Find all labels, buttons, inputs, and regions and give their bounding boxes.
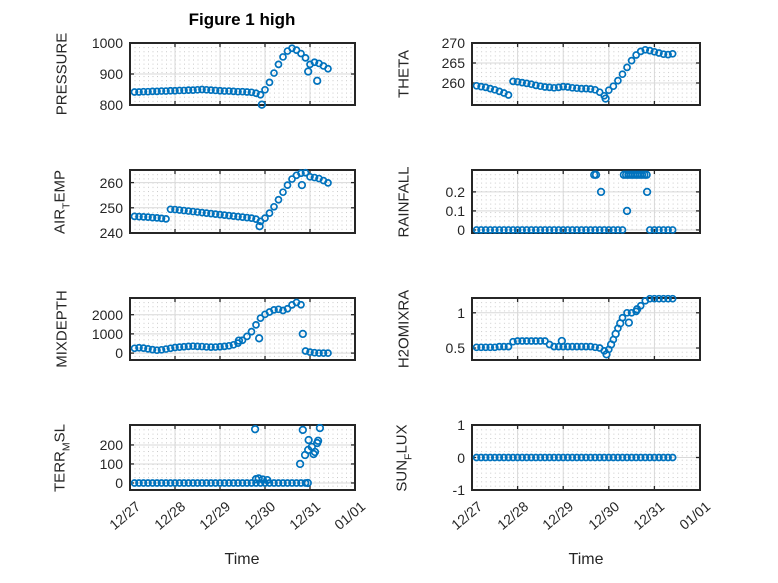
terr-msl-ytick-label: 0 bbox=[115, 474, 123, 491]
theta-y-axis-label: THETA bbox=[395, 49, 413, 99]
mixdepth-ytick-label: 1000 bbox=[91, 325, 123, 342]
h2omixra-ytick-label: 0.5 bbox=[445, 340, 465, 357]
sun-flux-ytick-label: -1 bbox=[452, 482, 465, 498]
mixdepth-y-axis-label: MIXDEPTH bbox=[53, 290, 71, 368]
air-temp-y-axis-label: AIRTEMP bbox=[51, 169, 73, 234]
theta-ytick-label: 265 bbox=[441, 55, 465, 71]
xtick-label: 12/30 bbox=[584, 498, 623, 533]
subplot-sun-flux-canvas bbox=[471, 424, 701, 491]
rainfall-y-axis-label: RAINFALL bbox=[395, 166, 413, 237]
x-axis-title-right: Time bbox=[568, 551, 604, 568]
rainfall-ytick-label: 0.1 bbox=[445, 202, 465, 219]
xtick-label: 12/31 bbox=[286, 498, 324, 533]
x-axis-title-left: Time bbox=[224, 551, 260, 568]
subplot-rainfall-canvas bbox=[471, 169, 701, 234]
air-temp-ytick-label: 240 bbox=[99, 225, 123, 241]
xtick-label: 12/27 bbox=[106, 498, 144, 533]
terr-msl-ytick-label: 200 bbox=[99, 436, 123, 453]
terr-msl-ytick-label: 100 bbox=[99, 455, 123, 472]
pressure-ytick-label: 1000 bbox=[91, 35, 123, 51]
xtick-label: 12/31 bbox=[630, 498, 668, 533]
xtick-label: 01/01 bbox=[331, 498, 369, 533]
air-temp-ytick-label: 250 bbox=[99, 199, 123, 216]
xtick-label: 12/27 bbox=[448, 498, 486, 533]
h2omixra-ytick-label: 1 bbox=[457, 304, 465, 321]
xtick-label: 12/29 bbox=[196, 498, 234, 533]
pressure-y-axis-label: PRESSURE bbox=[53, 32, 71, 116]
pressure-ytick-label: 900 bbox=[99, 66, 123, 82]
pressure-ytick-label: 800 bbox=[99, 97, 123, 113]
xtick-label: 12/28 bbox=[493, 498, 531, 533]
xtick-label: 12/30 bbox=[241, 498, 279, 533]
xtick-label: 01/01 bbox=[676, 498, 714, 533]
rainfall-ytick-label: 0.2 bbox=[445, 183, 465, 200]
mixdepth-ytick-label: 2000 bbox=[91, 306, 123, 323]
theta-ytick-label: 270 bbox=[441, 35, 465, 51]
subplot-pressure-canvas bbox=[129, 42, 356, 109]
air-temp-ytick-label: 260 bbox=[99, 174, 123, 191]
theta-ytick-label: 260 bbox=[441, 75, 465, 91]
subplot-terr-msl-canvas bbox=[129, 423, 356, 491]
mixdepth-ytick-label: 0 bbox=[115, 345, 123, 362]
xtick-label: 12/28 bbox=[151, 498, 189, 533]
rainfall-ytick-label: 0 bbox=[457, 221, 465, 238]
figure-title: Figure 1 high bbox=[188, 10, 296, 29]
xtick-label: 12/29 bbox=[539, 498, 577, 533]
subplot-mixdepth-canvas bbox=[129, 297, 356, 361]
subplot-air-temp-canvas bbox=[129, 168, 356, 234]
h2omixra-y-axis-label: H2OMIXRA bbox=[395, 289, 413, 369]
subplot-h2omixra-canvas bbox=[471, 294, 701, 361]
sun-flux-y-axis-label: SUNFLUX bbox=[393, 423, 415, 492]
sun-flux-ytick-label: 0 bbox=[457, 449, 465, 466]
sun-flux-ytick-label: 1 bbox=[457, 417, 465, 433]
terr-msl-y-axis-label: TERRMSL bbox=[51, 423, 73, 492]
subplot-theta-canvas bbox=[471, 42, 701, 106]
